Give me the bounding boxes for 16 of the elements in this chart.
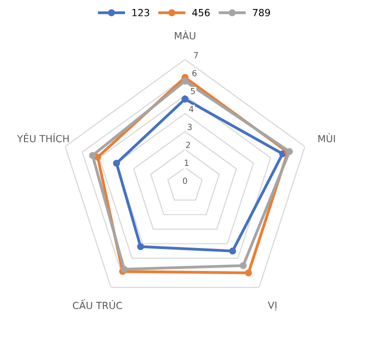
y-tick-label: 2 bbox=[186, 142, 190, 148]
y-tick-label: 7 bbox=[194, 52, 198, 58]
legend-label: 789 bbox=[252, 8, 270, 16]
spoke-label: CẤU TRÚC bbox=[72, 299, 122, 310]
y-tick-label: 6 bbox=[192, 70, 197, 76]
y-tick-label: 0 bbox=[182, 178, 188, 184]
legend-label: 123 bbox=[132, 8, 150, 16]
legend-label: 456 bbox=[192, 8, 210, 16]
y-tick-label: 4 bbox=[189, 106, 194, 112]
spoke-label: MÀU bbox=[174, 30, 196, 40]
y-tick-label: 5 bbox=[190, 88, 195, 94]
spoke-label: MÙI bbox=[318, 133, 335, 142]
spoke-label: YÊU THÍCH bbox=[17, 133, 69, 142]
y-tick-label: 1 bbox=[184, 160, 188, 166]
y-tick-label: 3 bbox=[188, 124, 192, 130]
spoke-label: VỊ bbox=[268, 302, 276, 310]
